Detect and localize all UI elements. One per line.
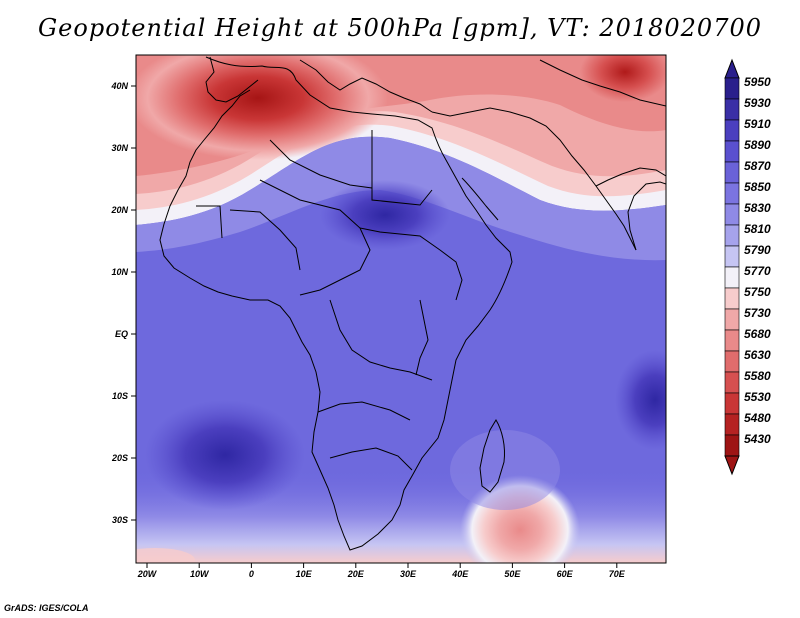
colorbar-label: 5750 xyxy=(744,285,771,299)
colorbar-label: 5950 xyxy=(744,75,771,89)
x-tick-label: 40E xyxy=(451,569,469,579)
inner-border-7 xyxy=(196,205,223,239)
coastlines xyxy=(159,56,666,551)
colorbar-bottom-arrow xyxy=(724,455,740,476)
colorbar-swatch xyxy=(724,224,740,247)
colorbar-label: 5850 xyxy=(744,180,771,194)
colorbar-swatch xyxy=(724,350,740,373)
madagascar xyxy=(479,419,505,493)
y-axis: 40N 30N 20N 10N EQ 10S 20S 30S xyxy=(110,81,136,525)
colorbar-label: 5770 xyxy=(744,264,771,278)
field-atlantic-blue xyxy=(145,400,305,510)
credit-label: GrADS: IGES/COLA xyxy=(4,603,89,613)
x-tick-label: 10W xyxy=(190,569,210,579)
field-north-high-core xyxy=(136,55,388,160)
map-frame xyxy=(135,54,667,564)
colorbar-label: 5580 xyxy=(744,369,771,383)
colorbar-top-arrow xyxy=(724,58,740,79)
field-northeast-core xyxy=(565,55,666,112)
colorbar-label: 5680 xyxy=(744,327,771,341)
y-tick-label: 40N xyxy=(110,81,128,91)
inner-border-3 xyxy=(329,299,433,381)
colorbar: 5950 5930 5910 5890 5870 5850 5830 5810 5790 5770… xyxy=(724,58,771,476)
colorbar-label: 5530 xyxy=(744,390,771,404)
colorbar-swatch xyxy=(724,119,740,142)
x-tick-label: 0 xyxy=(249,569,254,579)
india-coast xyxy=(627,181,666,251)
colorbar-swatch xyxy=(724,140,740,163)
colorbar-label: 5480 xyxy=(744,411,771,425)
y-tick-label: 20S xyxy=(111,453,128,463)
inner-border-9 xyxy=(371,130,433,206)
colorbar-swatch xyxy=(724,203,740,226)
field-sahara-blue xyxy=(320,180,450,250)
arabia-coast xyxy=(431,107,637,251)
inner-border-4 xyxy=(317,401,411,421)
colorbar-label: 5930 xyxy=(744,96,771,110)
med-north-coast xyxy=(299,59,433,113)
field-indian-blue xyxy=(615,350,666,450)
colorbar-label: 5630 xyxy=(744,348,771,362)
colorbar-swatch xyxy=(724,287,740,310)
x-tick-label: 20E xyxy=(347,569,365,579)
x-tick-label: 30E xyxy=(400,569,417,579)
colorbar-label: 5870 xyxy=(744,159,771,173)
colorbar-swatch xyxy=(724,413,740,436)
africa-coast xyxy=(159,56,513,551)
field-southwest-pink xyxy=(136,548,195,563)
inner-border-2 xyxy=(359,227,463,301)
y-tick-label: 30N xyxy=(111,143,128,153)
colorbar-swatch xyxy=(724,434,740,457)
y-tick-label: 20N xyxy=(110,205,128,215)
colorbar-swatch xyxy=(724,308,740,331)
inner-border-1 xyxy=(259,179,371,296)
y-tick-label: 10N xyxy=(111,267,128,277)
field-transition xyxy=(136,136,666,261)
x-tick-label: 10E xyxy=(296,569,313,579)
y-tick-label: 10S xyxy=(112,391,128,401)
colorbar-swatch xyxy=(724,245,740,268)
height-field xyxy=(136,55,666,563)
colorbar-swatch xyxy=(724,182,740,205)
inner-border-6 xyxy=(229,209,301,271)
colorbar-label: 5430 xyxy=(744,432,771,446)
colorbar-swatch xyxy=(724,98,740,121)
red-sea-coast xyxy=(461,177,499,221)
iran-coast xyxy=(595,167,666,187)
x-tick-label: 60E xyxy=(557,569,574,579)
colorbar-label: 5810 xyxy=(744,222,771,236)
colorbar-swatch xyxy=(724,371,740,394)
colorbar-swatch xyxy=(724,161,740,184)
lake-region xyxy=(415,299,429,376)
inner-border-8 xyxy=(269,139,373,189)
map-title: Geopotential Height at 500hPa [gpm], VT:… xyxy=(38,14,762,42)
colorbar-label: 5910 xyxy=(744,117,771,131)
asia-border xyxy=(539,59,666,107)
x-tick-label: 70E xyxy=(609,569,626,579)
iberia-coast xyxy=(205,56,259,103)
colorbar-swatch xyxy=(724,329,740,352)
y-tick-label: EQ xyxy=(115,329,128,339)
colorbar-label: 5730 xyxy=(744,306,771,320)
inner-border-5 xyxy=(329,447,413,471)
x-axis: 20W 10W 0 10E 20E 30E 40E 50E 60E 70E xyxy=(137,563,626,579)
field-madagascar-light xyxy=(450,430,560,510)
colorbar-label: 5790 xyxy=(744,243,771,257)
x-tick-label: 50E xyxy=(504,569,521,579)
colorbar-swatch xyxy=(724,266,740,289)
colorbar-swatch xyxy=(724,77,740,100)
y-tick-label: 30S xyxy=(112,515,128,525)
x-tick-label: 20W xyxy=(137,569,158,579)
colorbar-swatch xyxy=(724,392,740,415)
colorbar-label: 5830 xyxy=(744,201,771,215)
colorbar-label: 5890 xyxy=(744,138,771,152)
